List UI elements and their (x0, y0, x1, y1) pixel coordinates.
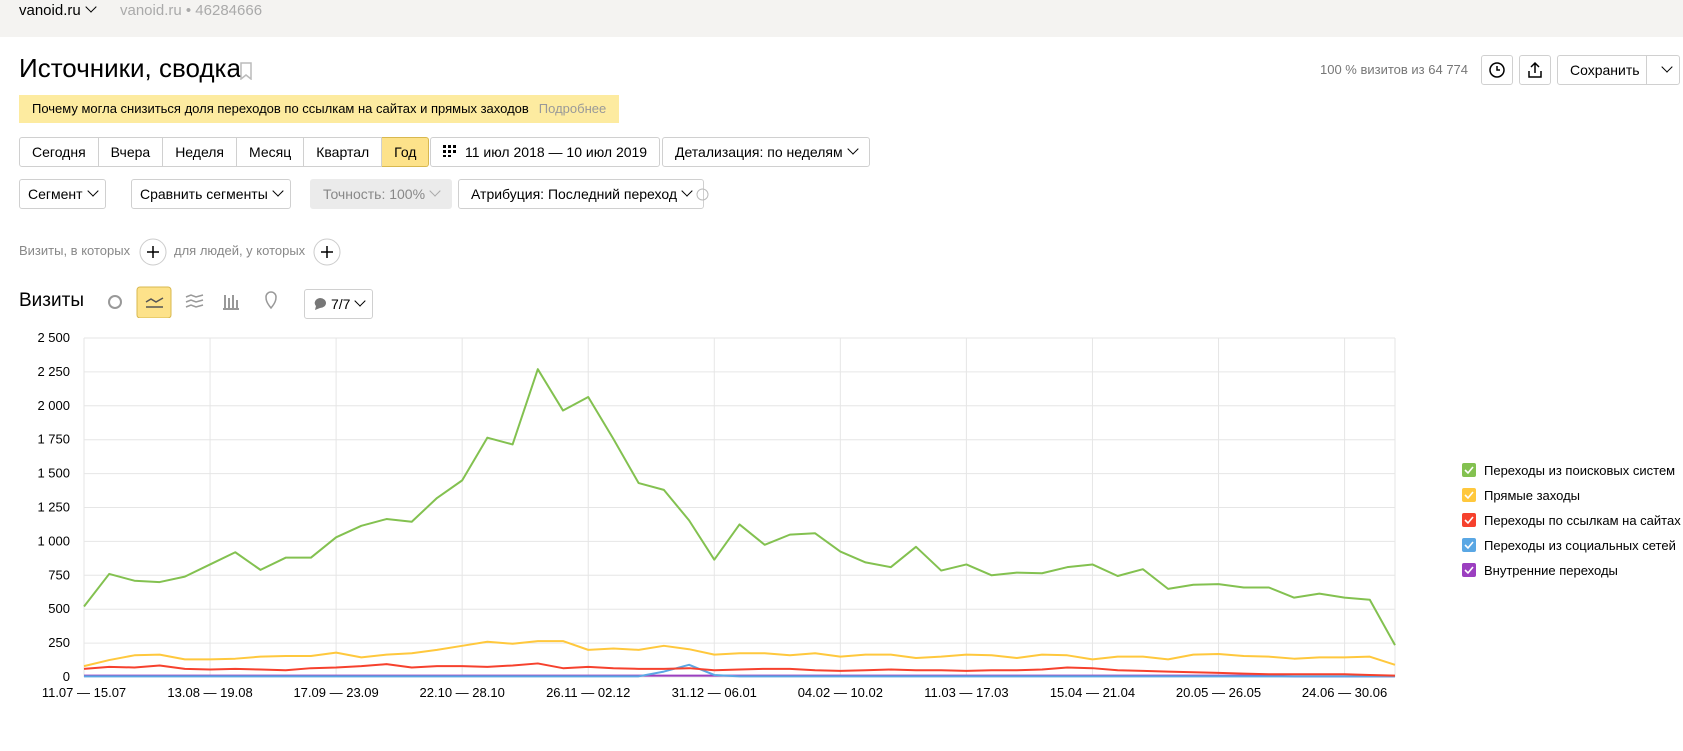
segment-label: Сегмент (28, 186, 83, 202)
series-line (83, 368, 1396, 646)
bar-icon[interactable] (223, 295, 239, 310)
x-tick-label: 04.02 — 10.02 (798, 685, 883, 700)
visits-share: 100 % визитов из 64 774 (1320, 62, 1469, 77)
period-button[interactable]: Вчера (98, 137, 164, 167)
comment-icon (314, 298, 326, 310)
people-filter-label: для людей, у которых (174, 243, 306, 258)
period-selector: Сегодня Вчера Неделя Месяц Квартал Год (19, 137, 430, 167)
save-menu[interactable] (1646, 55, 1680, 85)
map-icon[interactable] (265, 291, 277, 310)
y-tick-label: 1 500 (37, 466, 70, 481)
y-tick-label: 1 750 (37, 432, 70, 447)
period-button[interactable]: Неделя (163, 137, 238, 167)
line-icon-active[interactable] (136, 286, 172, 318)
attribution-button[interactable]: Атрибуция: Последний переход (458, 179, 705, 209)
x-tick-label: 13.08 — 19.08 (167, 685, 252, 700)
series-line (84, 663, 1395, 678)
y-tick-label: 1 000 (37, 533, 70, 548)
x-tick-label: 26.11 — 02.12 (546, 685, 630, 700)
add-people-filter[interactable] (313, 238, 341, 266)
chart-type-icons (108, 286, 277, 318)
x-tick-label: 11.07 — 15.07 (42, 685, 126, 700)
series-line (83, 662, 1396, 677)
x-tick-label: 22.10 — 28.10 (420, 685, 505, 700)
area-icon[interactable] (185, 294, 204, 308)
history-button[interactable] (1481, 55, 1513, 85)
period-button[interactable]: Сегодня (19, 137, 99, 167)
y-tick-label: 2 250 (37, 364, 70, 379)
x-tick-label: 20.05 — 26.05 (1176, 685, 1261, 700)
y-tick-label: 1 250 (37, 500, 70, 515)
date-range: 11 июл 2018 — 10 июл 2019 (465, 144, 648, 160)
calendar-icon (443, 145, 456, 157)
x-tick-label: 24.06 — 30.06 (1302, 685, 1387, 700)
clock-icon (1489, 62, 1505, 78)
visits-filter-label: Визиты, в которых (19, 243, 131, 258)
period-button[interactable]: Год (382, 137, 430, 167)
y-tick-label: 500 (48, 601, 70, 616)
series-line (83, 640, 1396, 668)
top-bar (0, 0, 1683, 37)
save-button[interactable]: Сохранить (1557, 55, 1647, 85)
page-title: Источники, сводка (19, 53, 241, 83)
detail-button[interactable]: Детализация: по неделям (662, 137, 870, 167)
segment-button[interactable]: Сегмент (19, 179, 106, 209)
period-button[interactable]: Месяц (237, 137, 305, 167)
legend-label: Прямые заходы (1484, 488, 1580, 503)
legend-check (1464, 541, 1474, 550)
compare-label: Сравнить сегменты (140, 186, 268, 202)
accuracy-button[interactable]: Точность: 100% (310, 179, 453, 209)
x-tick-label: 31.12 — 06.01 (672, 685, 757, 700)
legend-check (1464, 566, 1474, 575)
legend-swatch (1462, 563, 1476, 577)
help-icon[interactable] (696, 188, 709, 201)
export-icon (1528, 61, 1542, 78)
legend-swatch (1462, 463, 1476, 477)
legend-label: Переходы из социальных сетей (1484, 538, 1676, 553)
detail-label: Детализация: по неделям (675, 144, 843, 160)
chart-section-title: Визиты (19, 290, 84, 311)
legend-label: Внутренние переходы (1484, 563, 1618, 578)
period-button[interactable]: Квартал (304, 137, 383, 167)
y-tick-label: 2 500 (37, 330, 70, 345)
legend-check (1464, 516, 1474, 525)
legend-check (1464, 491, 1474, 500)
legend-swatch (1462, 513, 1476, 527)
chart: 0 250 500 750 1 000 1 250 1 500 1 750 2 000 2 250… (37, 330, 1681, 700)
notice-link[interactable]: Подробнее (538, 101, 607, 116)
y-tick-label: 750 (48, 567, 70, 582)
legend-check (1464, 466, 1474, 475)
notice-banner: Почему могла снизиться доля переходов по… (19, 95, 620, 123)
accuracy-label: Точность: 100% (323, 186, 426, 202)
x-tick-label: 15.04 — 21.04 (1050, 685, 1135, 700)
add-visits-filter[interactable] (139, 238, 167, 266)
site-selector[interactable]: vanoid.ru (19, 1, 97, 19)
y-tick-label: 0 (63, 669, 70, 684)
pie-icon[interactable] (108, 295, 122, 309)
date-range-button[interactable]: 11 июл 2018 — 10 июл 2019 (430, 137, 661, 167)
legend-label: Переходы по ссылкам на сайтах (1484, 513, 1681, 528)
y-tick-label: 2 000 (37, 398, 70, 413)
x-tick-label: 11.03 — 17.03 (924, 685, 1008, 700)
bookmark-icon[interactable] (239, 62, 253, 80)
y-tick-label: 250 (48, 635, 70, 650)
compare-button[interactable]: Сравнить сегменты (131, 179, 291, 209)
line-icon (145, 297, 164, 308)
legend-swatch (1462, 538, 1476, 552)
series-count: 7/7 (331, 296, 351, 312)
x-tick-label: 17.09 — 23.09 (293, 685, 378, 700)
legend-swatch (1462, 488, 1476, 502)
legend-label: Переходы из поисковых систем (1484, 463, 1675, 478)
annotations-button[interactable]: 7/7 (304, 289, 374, 319)
site-name: vanoid.ru (19, 2, 81, 19)
attribution-label: Атрибуция: Последний переход (471, 186, 678, 202)
export-button[interactable] (1519, 55, 1551, 85)
notice-text: Почему могла снизиться доля переходов по… (32, 101, 529, 116)
counter: vanoid.ru • 46284666 (120, 2, 263, 19)
